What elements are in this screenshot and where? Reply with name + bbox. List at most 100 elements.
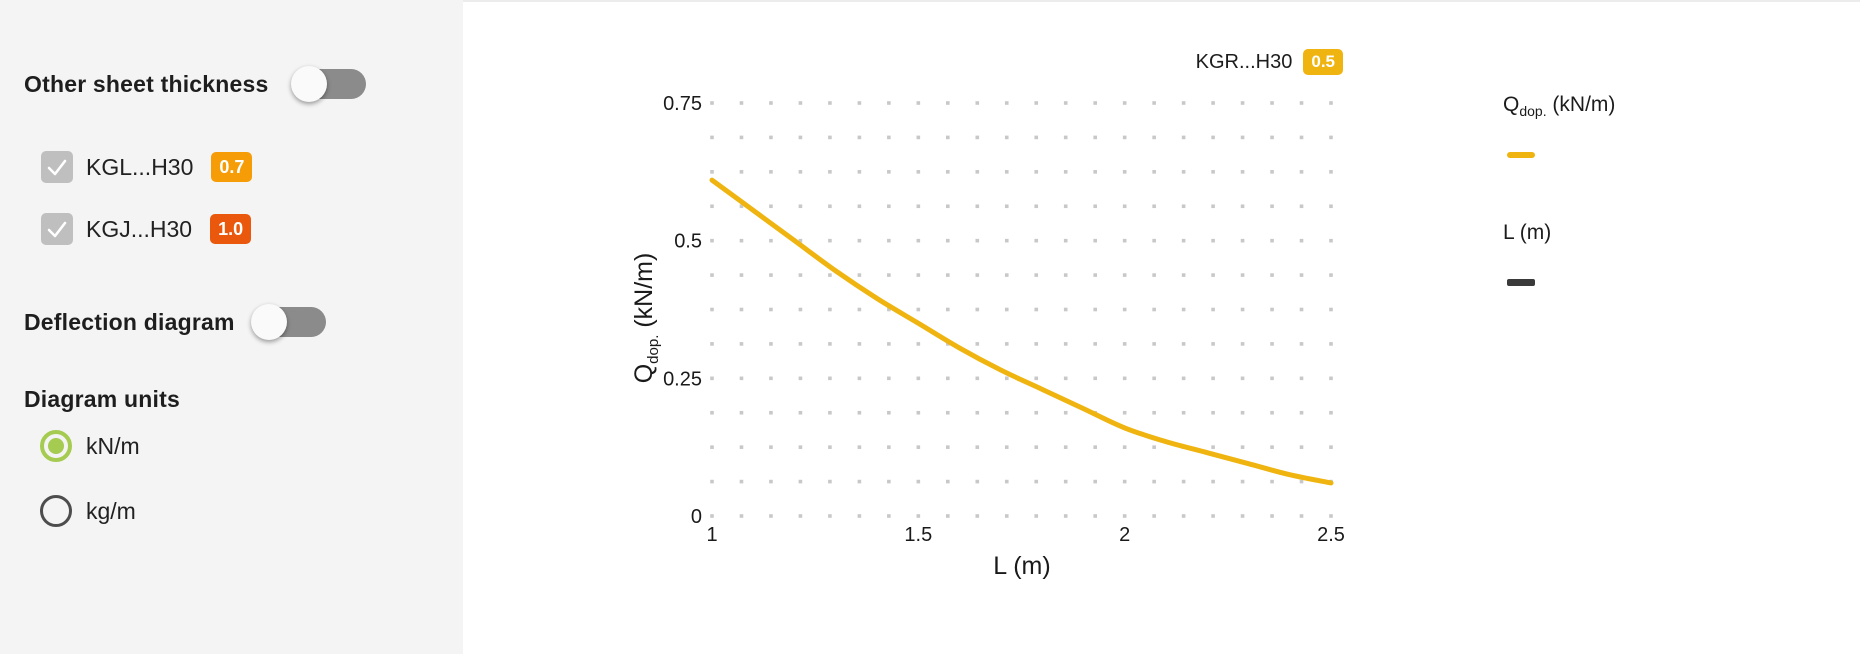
grid-dot [1152,101,1156,105]
active-series-name: KGR...H30 [1195,50,1293,73]
grid-dot [739,204,744,209]
grid-dot [739,170,744,174]
axis-ticks: 0 0.25 0.5 0.75 1 1.5 2 2.5 [663,93,1345,546]
grid-dot [1270,135,1274,140]
grid-dot [1093,170,1097,174]
grid-dot [1181,342,1186,346]
grid-dot [710,273,714,277]
grid-dot [828,101,832,105]
grid-dot [916,135,921,140]
grid-dot [887,170,891,174]
grid-dot [1034,376,1039,381]
grid-dot [975,101,980,105]
kgm-radio[interactable] [40,495,72,527]
grid-dot [1211,170,1215,174]
grid-dot [1122,204,1127,209]
kgj-checkbox[interactable] [41,213,73,245]
grid-dot [1211,514,1215,518]
grid-dot [828,410,832,415]
grid-dot [946,445,950,449]
grid-dot [1122,410,1127,415]
grid-dot [1181,479,1186,484]
grid-dot [1240,479,1245,484]
grid-dot [1181,204,1186,209]
grid-dot [916,445,921,449]
grid-dot [1004,170,1009,174]
grid-dot [828,479,832,484]
grid-dot [1299,376,1304,381]
grid-dot [1034,410,1039,415]
grid-dot [1329,101,1333,105]
grid-dot [887,204,891,209]
grid-dot [798,342,803,346]
grid-dot [1299,445,1304,449]
grid-dot [1152,204,1156,209]
grid-dot [1122,514,1127,518]
grid-dot [1211,342,1215,346]
grid-dot [1122,479,1127,484]
grid-dot [710,238,714,243]
grid-dot [975,238,980,243]
grid-dot [1299,101,1304,105]
y-tick-label: 0.25 [663,368,702,390]
grid-dot [1034,101,1039,105]
grid-dot [1181,238,1186,243]
grid-dot [710,410,714,415]
grid-dot [1299,170,1304,174]
grid-dot [769,445,773,449]
grid-dot [1004,307,1009,312]
grid-dot [1004,342,1009,346]
toggle-thumb-icon [250,304,287,340]
grid-dot [975,273,980,277]
grid-dot [1329,238,1333,243]
grid-dot [946,273,950,277]
grid-dot [1270,238,1274,243]
grid-dot [1063,342,1068,346]
grid-dot [1152,135,1156,140]
grid-dot [975,445,980,449]
grid-dot [769,238,773,243]
grid-dot [1063,135,1068,140]
grid-dot [1093,101,1097,105]
x-tick-label: 1.5 [904,524,932,546]
grid-dot [1211,204,1215,209]
grid-dot [798,514,803,518]
grid-dot [975,135,980,140]
grid-dot [769,342,773,346]
grid-dot [1329,170,1333,174]
kgl-checkbox[interactable] [41,151,73,183]
grid-dot [828,238,832,243]
grid-dot [1093,479,1097,484]
grid-dot [1211,238,1215,243]
other-sheet-thickness-toggle[interactable] [290,66,366,102]
grid-dot [710,135,714,140]
grid-dot [798,238,803,243]
grid-dot [1152,410,1156,415]
legend-l-label: L (m) [1503,221,1552,244]
grid-dot [769,479,773,484]
grid-dot [1063,170,1068,174]
grid-dot [710,376,714,381]
grid-dot [1270,445,1274,449]
grid-dot [769,273,773,277]
grid-dot [828,376,832,381]
grid-dot [887,135,891,140]
grid-dot [739,479,744,484]
grid-dot [916,273,921,277]
grid-dot [1270,273,1274,277]
grid-dot [710,342,714,346]
legend-l-swatch [1507,279,1535,286]
grid-dot [1122,307,1127,312]
knm-radio[interactable] [40,430,72,462]
grid-dot [1122,445,1127,449]
grid-dot [739,376,744,381]
grid-dot [1299,342,1304,346]
grid-dot [1240,204,1245,209]
deflection-diagram-toggle[interactable] [250,304,326,340]
grid-dot [798,376,803,381]
grid-dot [1063,479,1068,484]
grid-dot [798,101,803,105]
grid-dot [828,342,832,346]
grid-dot [1181,135,1186,140]
grid-dot [1122,135,1127,140]
